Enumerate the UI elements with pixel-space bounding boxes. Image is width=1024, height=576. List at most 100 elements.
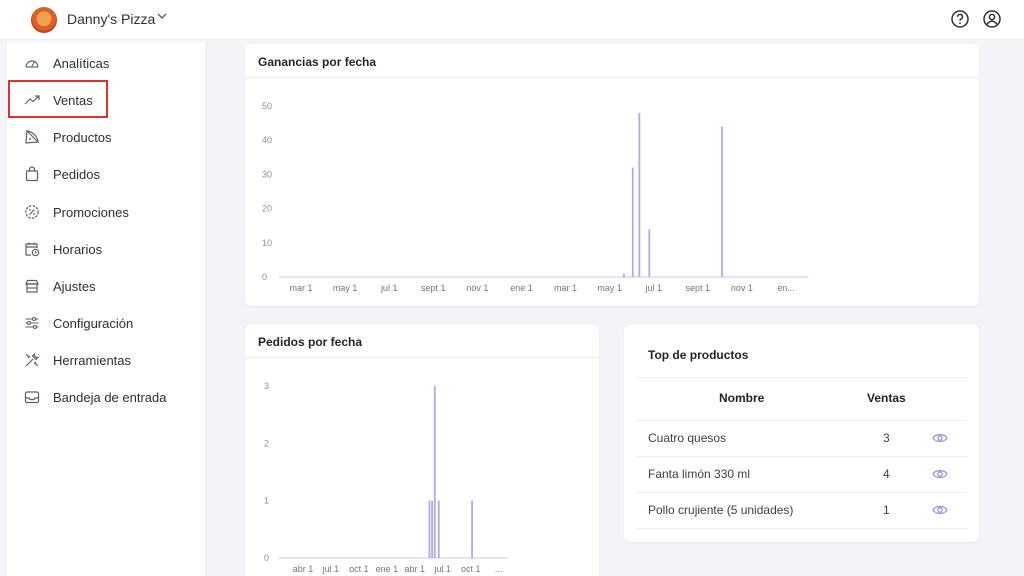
x-tick-label: oct 1 [349,564,369,574]
sidebar-item-ajustes[interactable]: Ajustes [7,271,207,301]
card-title: Top de productos [648,348,749,362]
chart-bar [631,167,634,277]
sidebar-item-label: Productos [53,129,112,145]
help-icon[interactable] [950,9,970,29]
sidebar-item-analiticas[interactable]: Analíticas [7,48,207,78]
product-sales: 4 [883,467,890,481]
x-tick-label: abr 1 [405,564,426,574]
sidebar-item-label: Ajustes [53,278,96,294]
column-header-name: Nombre [719,391,765,405]
chart-bar [433,386,436,558]
chart-bar [721,126,723,278]
store-icon [25,279,39,293]
chart-bar [471,500,473,558]
sidebar-item-label: Bandeja de entrada [53,389,167,405]
revenue-chart: 0 10 20 30 40 50 mar 1 may 1 jul 1 sept 1 nov 1 ene… [262,101,808,293]
y-tick-label: 3 [264,381,269,391]
pizza-slice-icon [25,129,40,144]
tools-icon [25,352,40,367]
eye-icon[interactable] [932,504,948,516]
percent-badge-icon [25,205,39,219]
y-tick-label: 20 [262,204,272,214]
eye-icon[interactable] [932,468,948,480]
x-tick-label: jul 1 [644,283,662,293]
x-tick-label: mar 1 [290,283,313,293]
x-tick-label: may 1 [333,283,358,293]
brand-selector[interactable]: Danny's Pizza [67,11,156,27]
x-tick-label: nov 1 [466,283,488,293]
divider [636,528,967,529]
sidebar-item-productos[interactable]: Productos [7,122,207,152]
chart-bar [623,273,625,277]
chevron-down-icon[interactable] [156,10,168,22]
sidebar-item-label: Herramientas [53,352,132,368]
product-name: Cuatro quesos [648,431,727,445]
divider [636,456,967,457]
y-tick-label: 2 [264,438,269,448]
divider [636,377,967,378]
x-tick-label: ene 1 [376,564,399,574]
x-tick-label: jul 1 [380,283,398,293]
chart-bar [437,500,440,558]
shopping-bag-icon [25,166,39,182]
card-title: Ganancias por fecha [258,55,377,69]
x-tick-label: ene 1 [510,283,533,293]
sidebar-item-horarios[interactable]: Horarios [7,234,207,264]
card-title: Pedidos por fecha [258,335,363,349]
x-tick-label: en... [777,283,795,293]
top-products-card: Top de productos Nombre Ventas Cuatro qu… [624,325,979,542]
top-bar: Danny's Pizza [0,0,1024,40]
divider [636,420,967,421]
chart-bar [638,112,641,277]
sidebar: Analíticas Ventas Productos Pedidos Prom… [7,42,207,576]
trending-up-icon [24,95,40,105]
sidebar-item-label: Horarios [53,241,103,257]
chart-bar [428,500,431,558]
sidebar-item-herramientas[interactable]: Herramientas [7,345,207,375]
speedometer-icon [25,60,39,68]
divider [636,492,967,493]
x-tick-label: mar 1 [554,283,577,293]
user-account-icon[interactable] [982,9,1002,29]
inbox-icon [24,391,40,404]
sidebar-item-bandeja-de-entrada[interactable]: Bandeja de entrada [7,382,207,412]
x-tick-label: oct 1 [461,564,481,574]
eye-icon[interactable] [932,432,948,444]
x-tick-label: jul 1 [322,564,340,574]
calendar-clock-icon [25,242,40,257]
y-tick-label: 10 [262,238,272,248]
sidebar-item-promociones[interactable]: Promociones [7,197,207,227]
y-tick-label: 1 [264,496,269,506]
x-tick-label: sept 1 [686,283,711,293]
sidebar-item-pedidos[interactable]: Pedidos [7,159,207,189]
sidebar-item-label: Pedidos [53,166,100,182]
y-tick-label: 0 [262,272,267,282]
product-name: Pollo crujiente (5 unidades) [648,503,794,517]
x-tick-label: jul 1 [434,564,452,574]
sidebar-item-label: Ventas [53,92,93,108]
divider [245,357,599,358]
product-sales: 3 [883,431,890,445]
x-tick-label: abr 1 [293,564,314,574]
sidebar-item-label: Promociones [53,204,129,220]
sliders-icon [25,316,39,330]
orders-chart-card: Pedidos por fecha 0 1 2 3 abr 1 jul 1 oct 1 ene… [245,325,599,576]
x-tick-label: nov 1 [731,283,753,293]
sidebar-item-configuracion[interactable]: Configuración [7,308,207,338]
x-tick-label: sept 1 [421,283,446,293]
x-tick-label: ... [495,564,503,574]
sidebar-item-label: Analíticas [53,55,110,71]
chart-bar [431,500,434,558]
y-tick-label: 30 [262,169,272,179]
product-sales: 1 [883,503,890,517]
y-tick-label: 40 [262,135,272,145]
y-tick-label: 0 [264,553,269,563]
sidebar-item-ventas[interactable]: Ventas [7,85,207,115]
brand-logo [31,7,57,33]
product-name: Fanta limón 330 ml [648,467,751,481]
column-header-sales: Ventas [867,391,906,405]
orders-chart: 0 1 2 3 abr 1 jul 1 oct 1 ene 1 abr 1 jul 1 oct 1.… [264,381,508,574]
y-tick-label: 50 [262,101,272,111]
chart-bar [648,229,651,277]
revenue-chart-card: Ganancias por fecha 0 10 20 30 40 50 mar 1 may … [245,44,979,306]
